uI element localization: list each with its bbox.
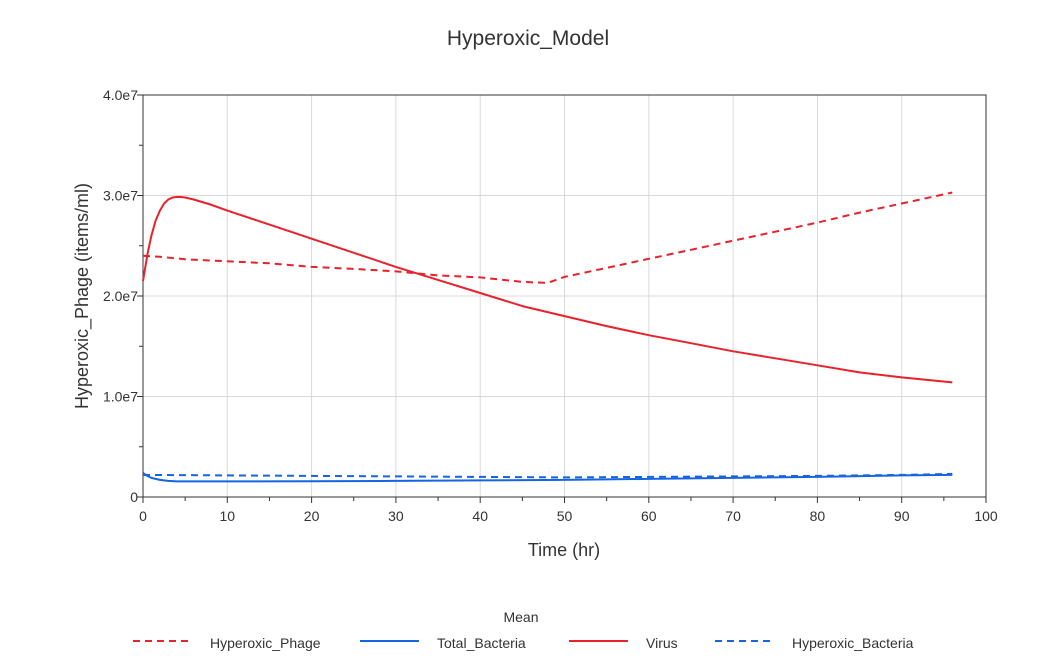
legend-title: Mean — [503, 609, 538, 625]
x-tick-label: 0 — [139, 508, 147, 524]
y-tick-label: 2.0e7 — [103, 288, 138, 304]
legend: Mean Hyperoxic_Phage Total_Bacteria Virus H… — [133, 609, 914, 651]
y-tick-label: 0 — [130, 489, 138, 505]
x-axis: 0 10 20 30 40 50 60 70 80 90 100 — [139, 497, 998, 524]
x-tick-label: 30 — [388, 508, 404, 524]
legend-label: Total_Bacteria — [437, 635, 526, 651]
series-line-virus — [142, 196, 953, 384]
x-tick-label: 80 — [810, 508, 826, 524]
x-tick-label: 60 — [641, 508, 657, 524]
series-line-hyperoxic-bacteria — [142, 472, 953, 479]
x-tick-label: 50 — [557, 508, 573, 524]
y-tick-label: 3.0e7 — [103, 188, 138, 204]
y-tick-label: 4.0e7 — [103, 87, 138, 103]
x-tick-label: 90 — [894, 508, 910, 524]
x-tick-label: 20 — [304, 508, 320, 524]
legend-label: Hyperoxic_Phage — [210, 635, 321, 651]
x-axis-title: Time (hr) — [528, 540, 600, 560]
chart-title: Hyperoxic_Model — [447, 27, 609, 50]
legend-label: Virus — [646, 635, 678, 651]
grid — [143, 95, 986, 497]
y-axis: 0 1.0e7 2.0e7 3.0e7 4.0e7 — [103, 87, 143, 505]
x-tick-label: 70 — [725, 508, 741, 524]
x-tick-label: 10 — [220, 508, 236, 524]
legend-label: Hyperoxic_Bacteria — [792, 635, 914, 651]
y-tick-label: 1.0e7 — [103, 389, 138, 405]
series-line-hyperoxic-phage — [142, 191, 953, 284]
x-tick-label: 40 — [472, 508, 488, 524]
legend-items: Hyperoxic_Phage Total_Bacteria Virus Hypero… — [133, 635, 914, 651]
x-tick-label: 100 — [974, 508, 998, 524]
series-lines — [142, 191, 953, 483]
y-axis-title: Hyperoxic_Phage (items/ml) — [72, 183, 93, 409]
series-line-total-bacteria — [142, 472, 953, 483]
